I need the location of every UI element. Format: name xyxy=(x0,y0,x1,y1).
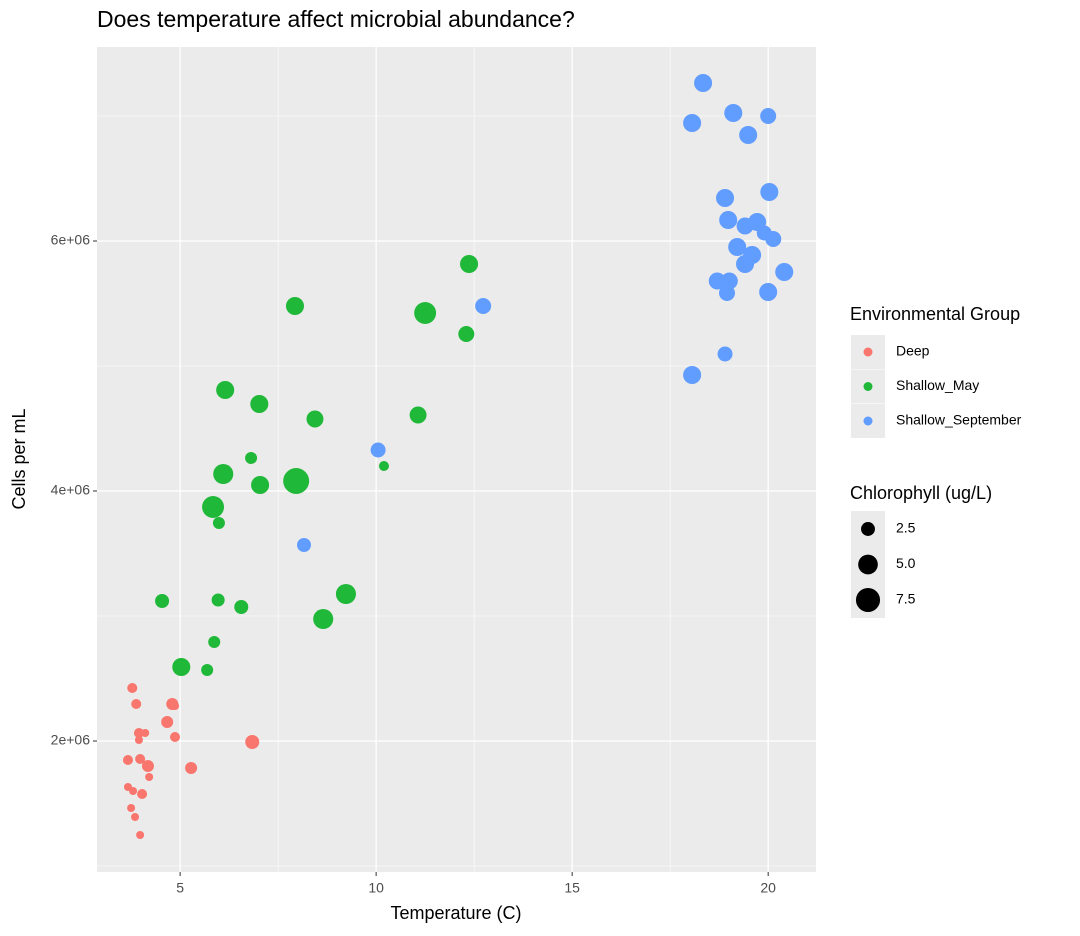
y-tick-label: 6e+06 xyxy=(51,232,91,248)
data-point xyxy=(141,759,154,773)
legend-label: Shallow_September xyxy=(896,412,1022,428)
data-point xyxy=(251,475,270,495)
size-legend-swatch xyxy=(858,554,878,575)
x-tick-label: 20 xyxy=(760,880,776,896)
data-point xyxy=(145,772,154,782)
data-point xyxy=(136,830,145,840)
data-point xyxy=(201,663,214,677)
data-point xyxy=(765,231,782,247)
x-axis-label: Temperature (C) xyxy=(390,903,521,923)
data-point xyxy=(775,262,794,282)
legend-swatch xyxy=(863,382,873,391)
data-point xyxy=(739,125,758,145)
data-point xyxy=(683,113,702,133)
data-point xyxy=(708,272,726,290)
data-point xyxy=(313,608,334,630)
data-point xyxy=(208,635,221,649)
data-point xyxy=(759,282,778,302)
data-point xyxy=(129,786,138,796)
x-tick-label: 5 xyxy=(176,880,184,896)
data-point xyxy=(245,735,260,749)
data-point xyxy=(717,346,733,362)
data-point xyxy=(414,302,437,324)
data-point xyxy=(378,460,389,472)
x-tick-label: 10 xyxy=(368,880,384,896)
y-tick-label: 2e+06 xyxy=(51,732,91,748)
y-axis-label: Cells per mL xyxy=(9,408,29,509)
legend-swatch xyxy=(863,416,873,426)
data-point xyxy=(213,463,234,485)
data-point xyxy=(216,380,235,400)
size-legend-label: 7.5 xyxy=(896,591,916,607)
data-point xyxy=(134,735,143,745)
data-point xyxy=(409,406,427,424)
data-point xyxy=(285,296,304,316)
size-legend-swatch xyxy=(861,522,875,536)
legend-label: Deep xyxy=(896,343,930,359)
data-point xyxy=(306,410,324,428)
data-point xyxy=(141,728,150,738)
legend-title: Environmental Group xyxy=(850,304,1020,324)
data-point xyxy=(370,442,386,458)
data-point xyxy=(719,285,736,301)
data-point xyxy=(169,731,181,743)
size-legend-title: Chlorophyll (ug/L) xyxy=(850,483,992,503)
data-point xyxy=(724,103,743,123)
data-point xyxy=(760,108,777,124)
data-point xyxy=(137,788,148,800)
data-point xyxy=(683,365,702,385)
data-point xyxy=(245,451,258,465)
data-point xyxy=(171,701,180,711)
legend-label: Shallow_May xyxy=(896,377,979,393)
data-point xyxy=(335,583,356,605)
data-point xyxy=(475,298,492,314)
x-tick-label: 15 xyxy=(564,880,580,896)
size-legend-label: 5.0 xyxy=(896,555,916,571)
data-point xyxy=(736,254,755,274)
data-point xyxy=(296,538,311,552)
data-point xyxy=(234,600,249,614)
data-point xyxy=(250,394,269,414)
data-point xyxy=(460,254,479,274)
data-point xyxy=(458,326,475,342)
data-point xyxy=(694,73,713,93)
size-legend-swatch xyxy=(855,587,881,613)
data-point xyxy=(172,657,191,677)
data-point xyxy=(719,210,738,230)
plot-panel xyxy=(97,47,816,872)
data-point xyxy=(760,182,779,202)
size-legend-label: 2.5 xyxy=(896,520,916,536)
data-point xyxy=(131,812,140,822)
data-point xyxy=(185,761,198,775)
data-point xyxy=(131,698,142,710)
data-point xyxy=(122,754,133,766)
data-point xyxy=(202,496,224,518)
data-point xyxy=(728,237,747,257)
chart-title: Does temperature affect microbial abunda… xyxy=(97,6,575,32)
data-point xyxy=(283,468,310,494)
data-point xyxy=(716,188,735,208)
legend-swatch xyxy=(863,347,873,357)
data-point xyxy=(127,682,138,694)
data-point xyxy=(161,715,174,729)
data-point xyxy=(133,727,144,739)
data-point xyxy=(135,753,146,765)
data-point xyxy=(736,217,754,235)
data-point xyxy=(127,803,136,813)
y-tick-label: 4e+06 xyxy=(51,482,91,498)
data-point xyxy=(155,594,170,608)
data-point xyxy=(212,516,225,530)
data-point xyxy=(211,593,225,607)
